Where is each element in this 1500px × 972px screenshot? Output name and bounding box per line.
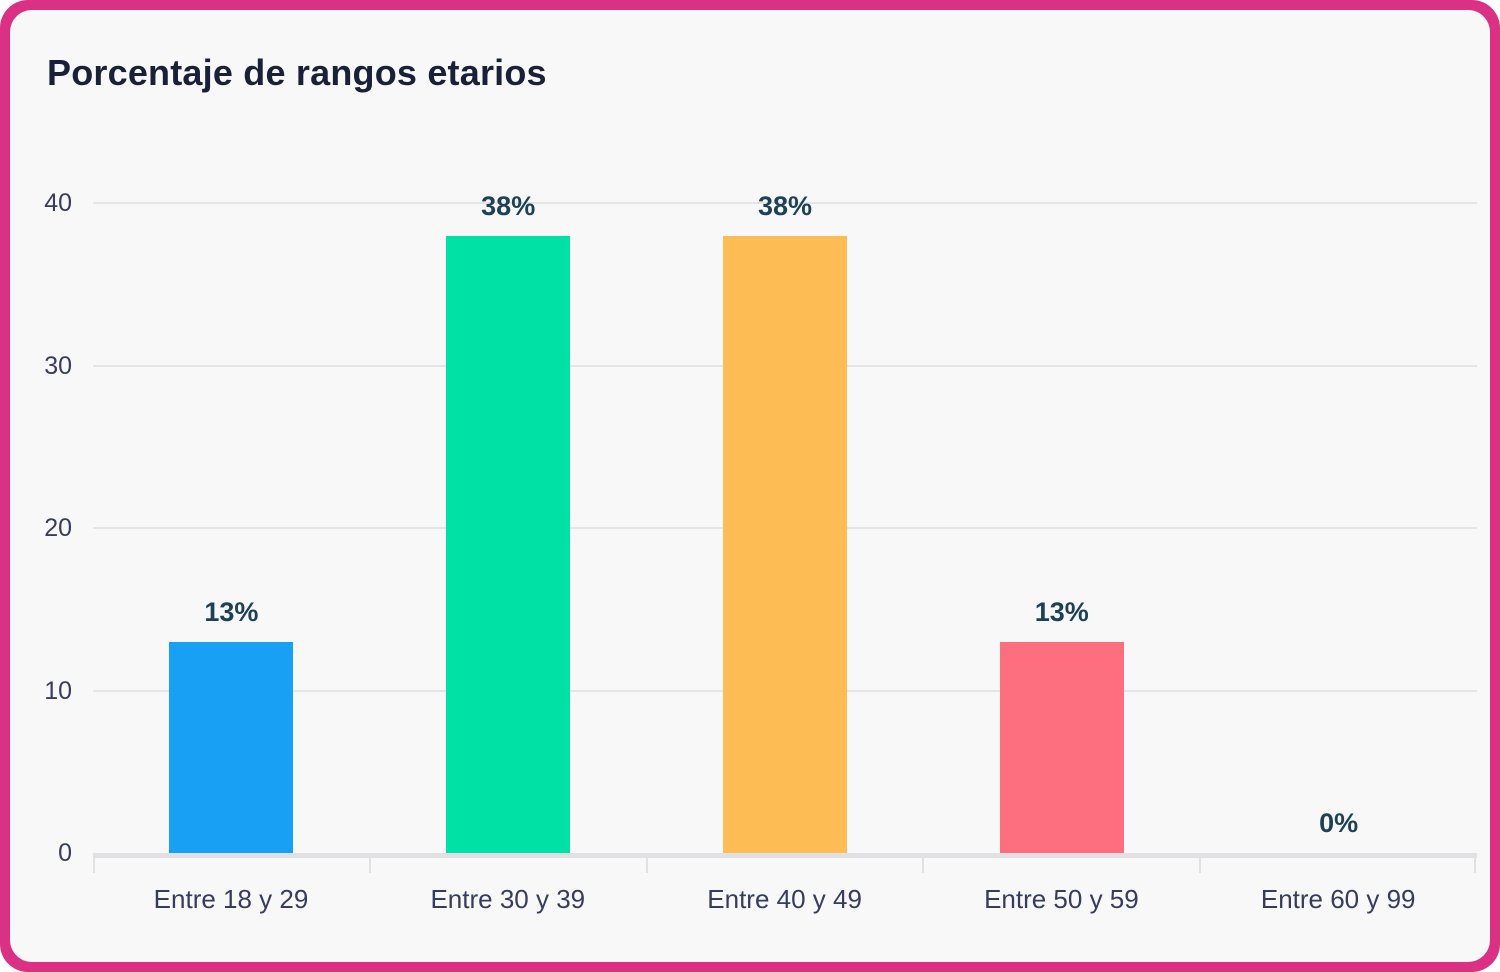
bar-value-label: 13% xyxy=(1034,596,1089,627)
bar-entre-30-y-39[interactable] xyxy=(446,235,571,853)
y-axis-tick-label: 20 xyxy=(44,514,72,542)
x-axis-tick xyxy=(645,853,648,873)
x-axis-tick xyxy=(368,853,371,873)
x-axis-tick xyxy=(93,853,95,873)
chart-title: Porcentaje de rangos etarios xyxy=(47,52,547,93)
x-axis-category-label: Entre 50 y 59 xyxy=(984,884,1139,914)
x-axis-tick xyxy=(1474,853,1476,873)
x-axis-category-label: Entre 60 y 99 xyxy=(1260,884,1416,914)
bar-entre-18-y-29[interactable] xyxy=(169,641,294,853)
x-axis-tick xyxy=(1199,853,1202,873)
y-axis-tick-label: 0 xyxy=(58,839,72,867)
bar-value-label: 38% xyxy=(757,190,813,221)
plot-area: 40 30 20 10 0 13% Entre 18 y 29 38% Entre 30 y 3… xyxy=(44,189,1477,914)
bar-value-label: 38% xyxy=(481,190,536,221)
y-axis-tick-label: 10 xyxy=(44,676,72,705)
x-axis-tick xyxy=(922,853,925,873)
bar-entre-40-y-49[interactable] xyxy=(723,235,847,853)
bar-value-label: 13% xyxy=(204,596,259,627)
chart-card: Porcentaje de rangos etarios 40 30 20 10 0 13… xyxy=(10,10,1490,962)
gridline-40 xyxy=(93,202,1477,204)
bar-value-label: 0% xyxy=(1319,808,1359,838)
y-axis-tick-label: 40 xyxy=(44,189,72,217)
x-axis-category-label: Entre 40 y 49 xyxy=(707,884,862,914)
x-axis-category-label: Entre 18 y 29 xyxy=(153,884,309,914)
x-axis-line xyxy=(93,853,1477,858)
bar-entre-50-y-59[interactable] xyxy=(999,641,1124,853)
y-axis-tick-label: 30 xyxy=(44,351,72,380)
x-axis-category-label: Entre 30 y 39 xyxy=(430,884,586,914)
